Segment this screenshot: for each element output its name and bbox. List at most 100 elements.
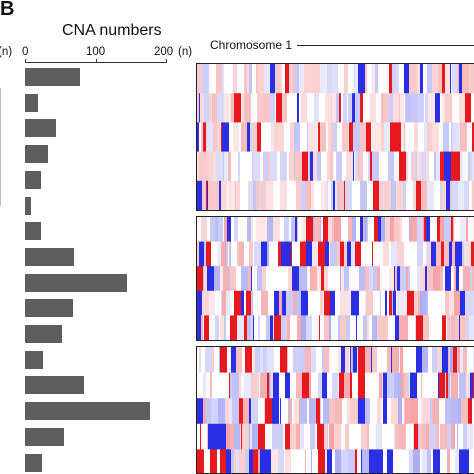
heatmap-cell: [425, 93, 429, 123]
heatmap-cell: [454, 290, 461, 316]
heatmap-cell: [409, 372, 411, 399]
heatmap-cell: [310, 423, 316, 450]
heatmap-cell: [311, 449, 313, 473]
heatmap-cell: [440, 449, 448, 473]
heatmap-cell: [203, 122, 207, 152]
heatmap-cell: [432, 347, 438, 373]
heatmap-cell: [280, 241, 282, 267]
heatmap-cell: [204, 315, 210, 340]
heatmap-cell: [197, 180, 202, 210]
heatmap-cell: [259, 180, 262, 210]
heatmap-cell: [207, 122, 214, 152]
heatmap-cell: [244, 241, 250, 267]
heatmap-cell: [330, 290, 336, 316]
heatmap-cell: [441, 347, 443, 373]
heatmap-cell: [331, 122, 334, 152]
heatmap-cell: [262, 266, 267, 292]
heatmap-cell: [472, 151, 474, 182]
heatmap-cell: [452, 122, 454, 152]
heatmap-cell: [335, 398, 343, 425]
heatmap-cell: [197, 151, 200, 182]
heatmap-cell: [226, 64, 234, 94]
heatmap-cell: [295, 64, 300, 94]
heatmap-cell: [455, 423, 458, 450]
heatmap-cell: [197, 449, 205, 473]
heatmap-cell: [251, 315, 254, 340]
heatmap-cell: [414, 151, 416, 182]
heatmap-cell: [287, 315, 291, 340]
heatmap-cell: [446, 372, 449, 399]
heatmap-cell: [380, 290, 382, 316]
heatmap-cell: [319, 93, 326, 123]
heatmap-cell: [199, 151, 207, 182]
heatmap-cell: [258, 398, 265, 425]
heatmap-cell: [378, 64, 385, 94]
heatmap-cell: [281, 241, 288, 267]
heatmap-cell: [216, 64, 223, 94]
heatmap-cell: [328, 180, 332, 210]
heatmap-cell: [325, 241, 330, 267]
heatmap-cell: [377, 266, 381, 292]
heatmap-cell: [472, 122, 474, 152]
heatmap-cell: [467, 122, 473, 152]
heatmap-cell: [307, 266, 311, 292]
heatmap-cell: [276, 93, 283, 123]
heatmap-cell: [213, 122, 218, 152]
heatmap-cell: [197, 241, 200, 267]
heatmap-cell: [363, 93, 371, 123]
tick-label-0: 0: [22, 46, 29, 58]
heatmap-cell: [291, 64, 293, 94]
heatmap-cell: [431, 449, 434, 473]
heatmap-cell: [312, 315, 320, 340]
heatmap-cell: [384, 180, 392, 210]
heatmap-cell: [405, 398, 412, 425]
heatmap-cell: [344, 266, 350, 292]
heatmap-cell: [227, 180, 229, 210]
heatmap-cell: [238, 217, 243, 242]
heatmap-cell: [288, 347, 294, 373]
heatmap-cell: [450, 449, 456, 473]
heatmap-cell: [396, 180, 404, 210]
heatmap-cell: [203, 372, 207, 399]
heatmap-cell: [401, 315, 409, 340]
heatmap-cell: [214, 266, 221, 292]
heatmap-cell: [296, 372, 303, 399]
bar-15: [25, 427, 64, 446]
heatmap-cell: [300, 398, 308, 425]
heatmap-cell: [199, 241, 205, 267]
heatmap-cell: [251, 266, 253, 292]
heatmap-cell: [309, 398, 317, 425]
heatmap-cell: [394, 423, 396, 450]
heatmap-cell: [320, 64, 328, 94]
heatmap-cell: [404, 241, 412, 267]
chromosome-line: [297, 45, 474, 46]
heatmap-cell: [324, 266, 329, 292]
heatmap-cell: [379, 180, 384, 210]
heatmap-cell: [472, 398, 474, 425]
heatmap-cell: [314, 93, 320, 123]
bar-10: [25, 299, 73, 318]
heatmap-cell: [299, 64, 305, 94]
heatmap-cell: [341, 217, 349, 242]
heatmap-cell: [268, 290, 275, 316]
heatmap-cell: [351, 290, 358, 316]
heatmap-cell: [383, 266, 390, 292]
heatmap-cell: [453, 217, 455, 242]
heatmap-cell: [275, 241, 279, 267]
heatmap-cell: [241, 423, 243, 450]
heatmap-cell: [323, 290, 325, 316]
heatmap-cell: [358, 398, 366, 425]
heatmap-cell: [447, 423, 452, 450]
heatmap-cell: [427, 449, 432, 473]
heatmap-cell: [388, 315, 396, 340]
heatmap-cell: [459, 372, 467, 399]
heatmap-cell: [456, 266, 460, 292]
heatmap-cell: [360, 423, 362, 450]
heatmap-cell: [399, 93, 401, 123]
panel-letter: B: [0, 0, 15, 20]
heatmap-cell: [335, 347, 339, 373]
heatmap-cell: [318, 241, 326, 267]
heatmap-cell: [286, 290, 294, 316]
heatmap-cell: [406, 449, 410, 473]
heatmap-cell: [249, 449, 254, 473]
